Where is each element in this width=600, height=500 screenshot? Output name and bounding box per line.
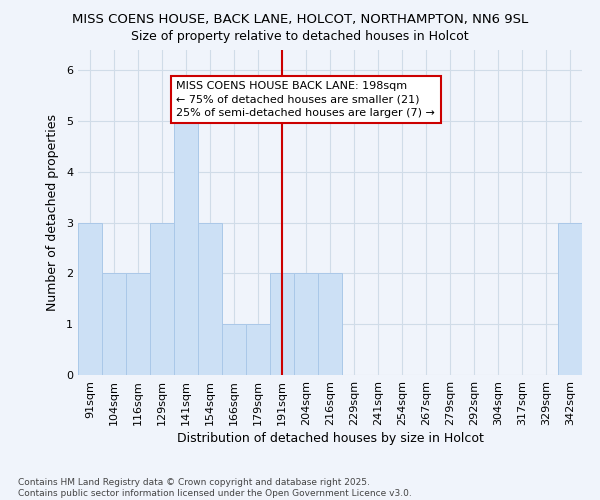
Bar [126,274,150,375]
Bar [270,274,294,375]
Text: Size of property relative to detached houses in Holcot: Size of property relative to detached ho… [131,30,469,43]
Bar [150,222,174,375]
Bar [558,222,582,375]
Bar [174,121,198,375]
Bar [246,324,270,375]
Bar [102,274,126,375]
Bar [318,274,342,375]
Bar [294,274,318,375]
Y-axis label: Number of detached properties: Number of detached properties [46,114,59,311]
Text: MISS COENS HOUSE, BACK LANE, HOLCOT, NORTHAMPTON, NN6 9SL: MISS COENS HOUSE, BACK LANE, HOLCOT, NOR… [72,12,528,26]
Bar [198,222,222,375]
Bar [222,324,246,375]
Text: Contains HM Land Registry data © Crown copyright and database right 2025.
Contai: Contains HM Land Registry data © Crown c… [18,478,412,498]
Bar [78,222,102,375]
Text: MISS COENS HOUSE BACK LANE: 198sqm
← 75% of detached houses are smaller (21)
25%: MISS COENS HOUSE BACK LANE: 198sqm ← 75%… [176,82,435,118]
X-axis label: Distribution of detached houses by size in Holcot: Distribution of detached houses by size … [176,432,484,445]
